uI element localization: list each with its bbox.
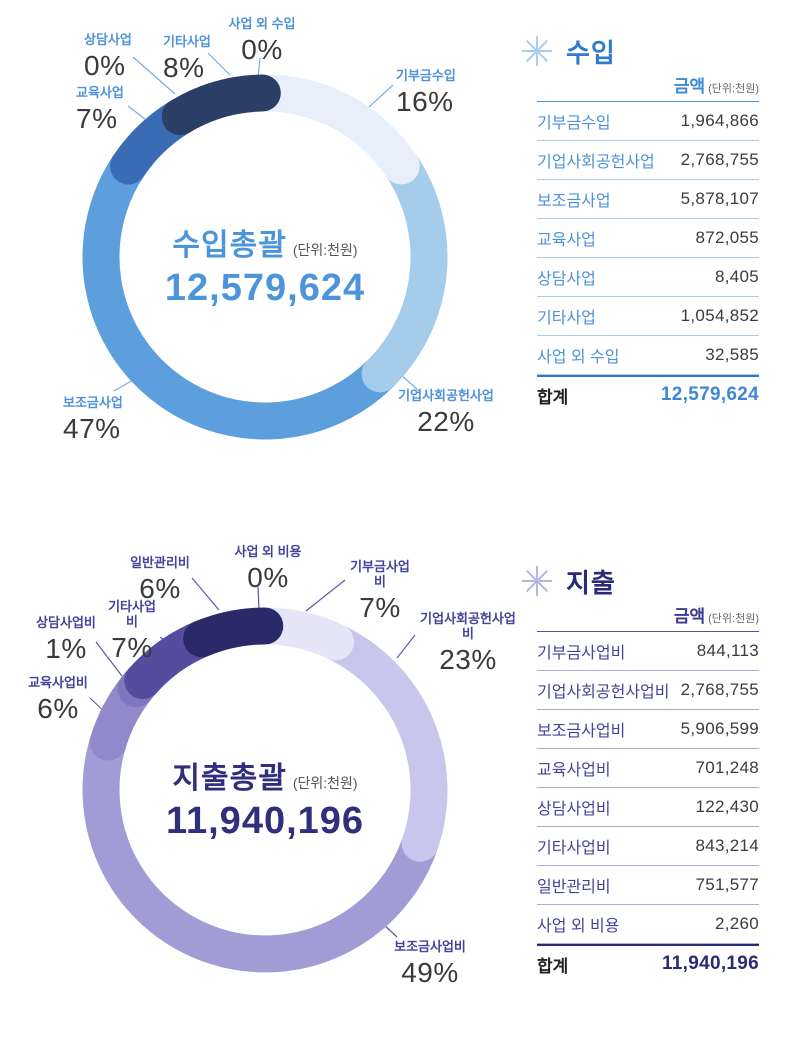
slice-label-education-income: 교육사업 7% bbox=[76, 85, 124, 134]
sparkle-icon bbox=[521, 565, 553, 597]
donut-segment-6 bbox=[183, 607, 284, 658]
table-row: 기부금수입 1,964,866 bbox=[537, 102, 759, 141]
table-row: 기타사업 1,054,852 bbox=[537, 297, 759, 336]
table-row: 상담사업 8,405 bbox=[537, 258, 759, 297]
expense-table: 지출 금액 (단위:천원) 기부금사업비 844,113 기업사회공헌사업비 2,76… bbox=[521, 564, 761, 982]
income-center-title: 수입총괄 bbox=[172, 229, 287, 262]
slice-label-csr-expense: 기업사회공헌사업비 23% bbox=[420, 611, 516, 675]
expense-center-title: 지출총괄 bbox=[172, 762, 287, 795]
table-row: 기타사업비 843,214 bbox=[537, 827, 759, 866]
leader-line bbox=[95, 641, 123, 677]
slice-label-admin-expense: 일반관리비 6% bbox=[130, 555, 190, 604]
expense-table-title: 지출 bbox=[521, 564, 761, 598]
income-amount-header: 금액 (단위:천원) bbox=[537, 72, 759, 102]
table-row: 보조금사업비 5,906,599 bbox=[537, 710, 759, 749]
slice-label-donation-income: 기부금수입 16% bbox=[396, 68, 456, 117]
leader-line bbox=[191, 577, 220, 611]
income-table-title: 수입 bbox=[521, 34, 761, 68]
donut-segment-2 bbox=[82, 147, 399, 440]
slice-label-csr-income: 기업사회공헌사업 22% bbox=[398, 388, 494, 437]
income-table: 수입 금액 (단위:천원) 기부금수입 1,964,866 기업사회공헌사업 2,76… bbox=[521, 34, 761, 413]
expense-donut-chart bbox=[82, 577, 448, 973]
expense-center-label: 지출총괄 (단위:천원) 11,940,196 bbox=[90, 753, 440, 843]
table-total-row: 합계 11,940,196 bbox=[537, 944, 759, 982]
table-row: 기업사회공헌사업비 2,768,755 bbox=[537, 671, 759, 710]
table-row: 상담사업비 122,430 bbox=[537, 788, 759, 827]
donut-segment-1 bbox=[361, 147, 448, 393]
expense-center-unit: (단위:천원) bbox=[292, 775, 358, 791]
leader-line bbox=[257, 586, 260, 611]
slice-label-counseling-expense: 상담사업비 1% bbox=[36, 615, 96, 664]
table-row: 교육사업 872,055 bbox=[537, 219, 759, 258]
donut-segment-2 bbox=[82, 723, 439, 973]
slice-label-education-expense: 교육사업비 6% bbox=[28, 675, 88, 724]
income-title-text: 수입 bbox=[566, 37, 616, 68]
income-center-unit: (단위:천원) bbox=[292, 242, 358, 258]
table-row: 기업사회공헌사업 2,768,755 bbox=[537, 141, 759, 180]
slice-label-subsidy-income: 보조금사업 47% bbox=[63, 395, 123, 444]
table-row: 기부금사업비 844,113 bbox=[537, 632, 759, 671]
slice-label-donation-expense: 기부금사업비 7% bbox=[350, 559, 410, 623]
leader-line bbox=[207, 52, 231, 76]
expense-title-text: 지출 bbox=[566, 567, 616, 598]
leader-line bbox=[132, 56, 176, 95]
slice-label-nonbiz-expense: 사업 외 비용 0% bbox=[234, 544, 302, 593]
slice-label-subsidy-expense: 보조금사업비 49% bbox=[394, 939, 466, 988]
table-row: 교육사업비 701,248 bbox=[537, 749, 759, 788]
slice-label-nonbiz-income: 사업 외 수입 0% bbox=[228, 16, 296, 65]
donut-segment-5 bbox=[161, 74, 281, 136]
leader-line bbox=[368, 84, 394, 108]
table-row: 사업 외 비용 2,260 bbox=[537, 905, 759, 944]
leader-line bbox=[305, 579, 346, 612]
expense-amount-header: 금액 (단위:천원) bbox=[537, 602, 759, 632]
donut-segment-0 bbox=[246, 74, 420, 185]
income-center-label: 수입총괄 (단위:천원) 12,579,624 bbox=[90, 220, 440, 310]
table-row: 사업 외 수입 32,585 bbox=[537, 336, 759, 375]
slice-label-other-expense: 기타사업비 7% bbox=[108, 599, 156, 663]
slice-label-counseling: 상담사업 0% bbox=[84, 32, 132, 81]
table-row: 보조금사업 5,878,107 bbox=[537, 180, 759, 219]
income-table-body: 금액 (단위:천원) 기부금수입 1,964,866 기업사회공헌사업 2,768,7… bbox=[537, 72, 759, 413]
leader-line bbox=[113, 379, 134, 392]
slice-label-other-biz: 기타사업 8% bbox=[163, 34, 211, 83]
table-total-row: 합계 12,579,624 bbox=[537, 375, 759, 413]
expense-table-body: 금액 (단위:천원) 기부금사업비 844,113 기업사회공헌사업비 2,768,7… bbox=[537, 602, 759, 982]
income-donut-chart bbox=[82, 52, 448, 440]
donut-segment-1 bbox=[316, 623, 448, 862]
leader-line bbox=[396, 634, 416, 659]
leader-line bbox=[127, 105, 146, 120]
income-total-value: 12,579,624 bbox=[164, 267, 366, 309]
expense-total-value: 11,940,196 bbox=[165, 800, 365, 842]
table-row: 일반관리비 751,577 bbox=[537, 866, 759, 905]
sparkle-icon bbox=[521, 35, 553, 67]
